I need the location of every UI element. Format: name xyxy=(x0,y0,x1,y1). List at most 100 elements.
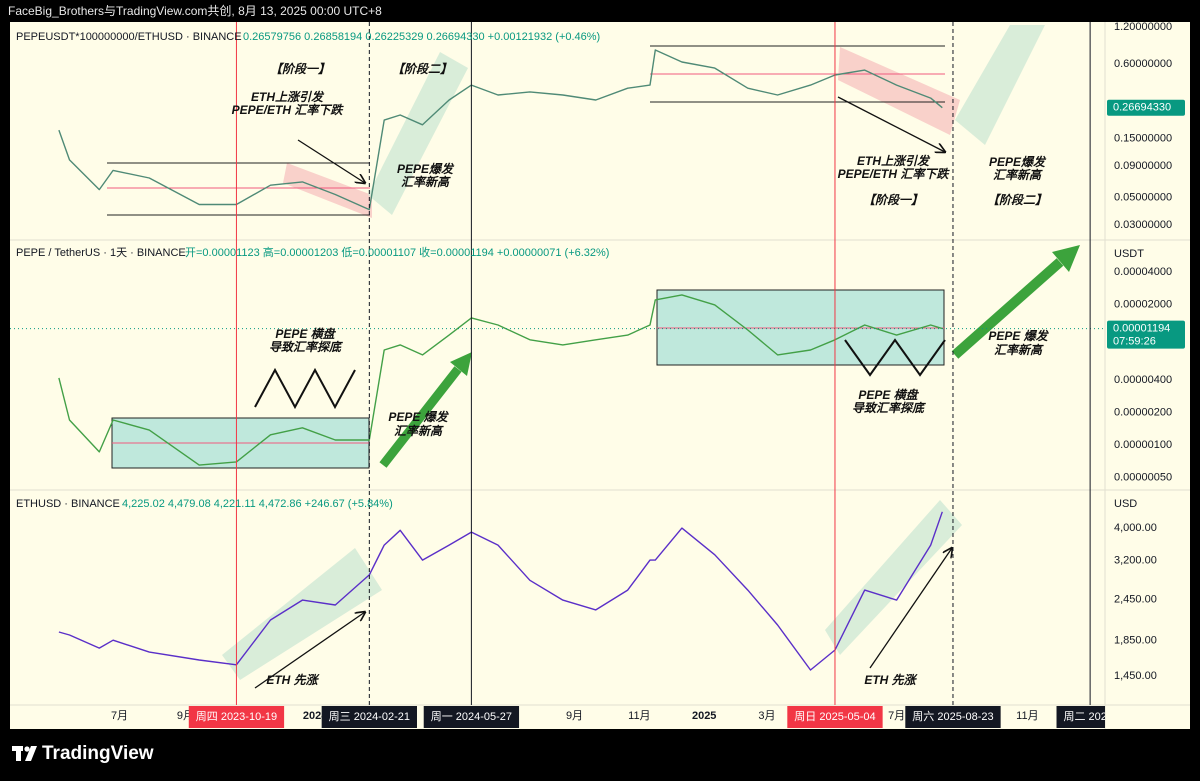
marker-label: 周六 2025-08-23 xyxy=(912,710,993,723)
y-tick-label: 0.05000000 xyxy=(1114,192,1172,204)
annotation: 【阶段一】 xyxy=(270,62,330,76)
channel xyxy=(838,47,960,135)
logo-mark xyxy=(16,746,21,761)
annotation: 汇率新高 xyxy=(401,175,451,189)
channel xyxy=(825,500,962,655)
annotation: ETH上涨引发 xyxy=(857,154,931,168)
markers-layer xyxy=(235,22,1091,705)
y-tick-label: 0.00000400 xyxy=(1114,374,1172,386)
channel xyxy=(955,25,1045,145)
annotation: 【阶段二】 xyxy=(987,193,1047,207)
y-tick-label: 2,450.00 xyxy=(1114,593,1157,605)
big-arrow-head xyxy=(1052,245,1080,272)
y-tick-label: 0.03000000 xyxy=(1114,219,1172,231)
x-tick-label: 3月 xyxy=(758,710,775,722)
annotation: PEPE爆发 xyxy=(989,155,1047,169)
logo: TradingView xyxy=(12,743,154,764)
arrow xyxy=(254,612,365,689)
price-tag xyxy=(1107,99,1185,116)
axis-unit: USDT xyxy=(1114,248,1144,260)
legend-symbol: PEPEUSDT*100000000/ETHUSD · BINANCE xyxy=(16,31,242,43)
y-tick-label: 1.20000000 xyxy=(1114,21,1172,33)
y-tick-label: 0.00004000 xyxy=(1114,266,1172,278)
marker-label-box xyxy=(423,706,520,728)
annotation: 汇率新高 xyxy=(394,424,444,438)
x-tick-label: 7月 xyxy=(111,710,128,722)
marker-label-box xyxy=(1056,706,1105,728)
legend-values: 开=0.00001123 高=0.00001203 低=0.00001107 收… xyxy=(185,245,609,259)
x-tick-label: 9月 xyxy=(566,710,583,722)
annotation: ETH 先涨 xyxy=(864,673,917,687)
y-tick-label: 0.00002000 xyxy=(1114,298,1172,310)
channel xyxy=(283,163,372,218)
legend-values: 0.26579756 0.26858194 0.26225329 0.26694… xyxy=(243,31,600,43)
time-markers: 周四 2023-10-19 周三 2024-02-21 周一 2024-05-27 周… xyxy=(188,706,1118,728)
y-tick-label: 0.00000100 xyxy=(1114,439,1172,451)
y-tick-label: 0.15000000 xyxy=(1114,133,1172,145)
zigzag xyxy=(254,367,356,410)
price-line xyxy=(58,294,943,466)
annotation: PEPE 横盘 xyxy=(275,327,336,341)
annotation: 汇率新高 xyxy=(993,168,1043,182)
price-tag-label: 0.00001194 xyxy=(1113,323,1170,335)
annotation: PEPE 横盘 xyxy=(858,388,919,402)
legend-values: 4,225.02 4,479.08 4,221.11 4,472.86 +246… xyxy=(122,498,393,510)
marker-label: 周二 2025- xyxy=(1064,710,1118,723)
arrow xyxy=(837,96,945,152)
y-tick-label: 4,000.00 xyxy=(1114,522,1157,534)
big-arrow xyxy=(379,366,462,468)
price-tag-label: 0.26694330 xyxy=(1113,102,1171,114)
marker-label: 周三 2024-02-21 xyxy=(329,710,410,723)
marker-label-box xyxy=(787,706,883,728)
marker-label: 周四 2023-10-19 xyxy=(196,710,277,723)
marker-label: 周一 2024-05-27 xyxy=(431,710,512,723)
x-tick-label: 2025 xyxy=(692,710,716,722)
price-tag xyxy=(1107,320,1185,349)
y-tick-label: 0.00000200 xyxy=(1114,406,1172,418)
logo-mark xyxy=(25,746,37,761)
channel xyxy=(222,548,382,680)
annotation: 导致汇率探底 xyxy=(269,340,343,354)
marker-label-box xyxy=(188,706,285,728)
annotation: PEPE/ETH 汇率下跌 xyxy=(838,167,951,181)
x-tick-label: 11月 xyxy=(628,710,650,722)
annotation: 【阶段二】 xyxy=(392,62,452,76)
annotation: PEPE 爆发 xyxy=(988,329,1049,343)
annotation: PEPE/ETH 汇率下跌 xyxy=(232,103,345,117)
big-arrow-head xyxy=(450,352,472,376)
annotations: 【阶段一】 【阶段二】 ETH上涨引发 PEPE/ETH 汇率下跌 PEPE爆发… xyxy=(232,62,1050,687)
y-tick-label: 1,450.00 xyxy=(1114,670,1157,682)
annotation: PEPE 爆发 xyxy=(388,410,449,424)
legend-symbol: PEPE / TetherUS · 1天 · BINANCE xyxy=(16,247,186,259)
y-tick-label: 3,200.00 xyxy=(1114,554,1157,566)
axis-unit: USD xyxy=(1114,498,1137,510)
arrow xyxy=(869,548,952,669)
y-tick-label: 0.09000000 xyxy=(1114,160,1172,172)
series-layer xyxy=(10,49,1105,671)
annotation: 导致汇率探底 xyxy=(852,401,926,415)
y-tick-label: 0.00000050 xyxy=(1114,471,1172,483)
x-tick-label: 11月 xyxy=(1016,710,1038,722)
annotation: ETH上涨引发 xyxy=(251,90,325,104)
y-tick-label: 0.60000000 xyxy=(1114,58,1172,70)
chart-area xyxy=(10,22,1190,729)
x-tick-label: 7月 xyxy=(888,710,905,722)
countdown: 07:59:26 xyxy=(1113,336,1156,348)
marker-label: 周日 2025-05-04 xyxy=(794,710,875,723)
price-line xyxy=(58,49,943,211)
zigzag xyxy=(844,338,946,377)
marker-label-box xyxy=(321,706,417,728)
annotation: 【阶段一】 xyxy=(863,193,923,207)
brand: TradingView xyxy=(42,743,154,764)
channel xyxy=(368,52,468,215)
annotation: PEPE爆发 xyxy=(397,162,455,176)
logo-mark xyxy=(24,746,30,752)
legend-symbol: ETHUSD · BINANCE xyxy=(16,498,120,510)
marker-label-box xyxy=(905,706,1001,728)
big-arrow xyxy=(951,258,1064,359)
header: FaceBig_Brothers与TradingView.com共创, 8月 1… xyxy=(8,4,382,18)
price-line xyxy=(58,511,943,671)
annotation: 汇率新高 xyxy=(994,343,1044,357)
arrow xyxy=(297,139,365,183)
